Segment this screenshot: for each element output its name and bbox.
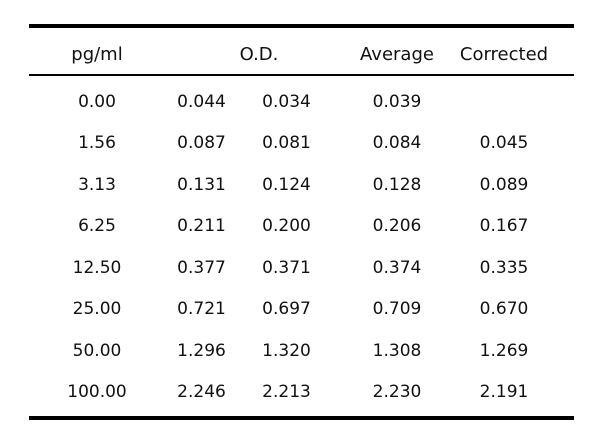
cell-od-1: 0.211	[177, 216, 226, 237]
cell-average: 1.308	[372, 340, 422, 361]
cell-corrected	[449, 80, 559, 122]
cell-average: 0.039	[372, 91, 422, 112]
cell-od-1: 0.377	[177, 257, 226, 278]
cell-concentration: 6.25	[78, 216, 116, 237]
header-average: Average	[360, 43, 434, 65]
cell-od-2: 0.124	[262, 174, 311, 195]
cell-corrected: 0.089	[479, 174, 529, 195]
table-top-rule	[29, 24, 574, 28]
cell-od-1: 0.044	[177, 91, 226, 112]
cell-od-2: 1.320	[262, 340, 311, 361]
cell-concentration: 25.00	[72, 299, 122, 320]
cell-corrected: 2.191	[479, 382, 529, 403]
cell-corrected: 0.167	[479, 216, 529, 237]
header-od: O.D.	[239, 43, 279, 65]
cell-od-2: 0.200	[262, 216, 311, 237]
cell-od-1: 0.087	[177, 133, 226, 154]
table-row: 1.56 0.087 0.081 0.084 0.045	[29, 122, 574, 164]
cell-concentration: 3.13	[78, 174, 116, 195]
cell-concentration: 1.56	[78, 133, 116, 154]
cell-od-2: 0.371	[262, 257, 311, 278]
table-header-row: pg/ml O.D. Average Corrected	[29, 28, 574, 74]
cell-od-2: 0.034	[262, 91, 311, 112]
table-row: 25.00 0.721 0.697 0.709 0.670	[29, 288, 574, 330]
table-row: 12.50 0.377 0.371 0.374 0.335	[29, 246, 574, 288]
table-row: 100.00 2.246 2.213 2.230 2.191	[29, 371, 574, 413]
cell-concentration: 0.00	[78, 91, 116, 112]
data-table: pg/ml O.D. Average Corrected 0.00 0.044 …	[29, 24, 574, 420]
cell-average: 0.084	[372, 133, 422, 154]
cell-concentration: 50.00	[72, 340, 122, 361]
cell-corrected: 0.045	[479, 133, 529, 154]
table-row: 50.00 1.296 1.320 1.308 1.269	[29, 329, 574, 371]
cell-concentration: 12.50	[72, 257, 122, 278]
cell-corrected: 0.670	[479, 299, 529, 320]
header-corrected: Corrected	[459, 43, 549, 65]
cell-average: 2.230	[372, 382, 422, 403]
cell-corrected: 1.269	[479, 340, 529, 361]
table-bottom-rule	[29, 416, 574, 420]
table-row: 0.00 0.044 0.034 0.039	[29, 80, 574, 122]
cell-od-1: 1.296	[177, 340, 226, 361]
table-header-rule	[29, 74, 574, 76]
cell-average: 0.374	[372, 257, 422, 278]
cell-corrected: 0.335	[479, 257, 529, 278]
cell-od-2: 2.213	[262, 382, 311, 403]
cell-od-1: 0.721	[177, 299, 226, 320]
cell-average: 0.128	[372, 174, 422, 195]
cell-od-2: 0.081	[262, 133, 311, 154]
cell-od-2: 0.697	[262, 299, 311, 320]
table-row: 6.25 0.211 0.200 0.206 0.167	[29, 205, 574, 247]
header-concentration: pg/ml	[71, 43, 123, 65]
cell-average: 0.709	[372, 299, 422, 320]
cell-average: 0.206	[372, 216, 422, 237]
cell-od-1: 2.246	[177, 382, 226, 403]
table-row: 3.13 0.131 0.124 0.128 0.089	[29, 163, 574, 205]
cell-od-1: 0.131	[177, 174, 226, 195]
cell-concentration: 100.00	[67, 382, 127, 403]
